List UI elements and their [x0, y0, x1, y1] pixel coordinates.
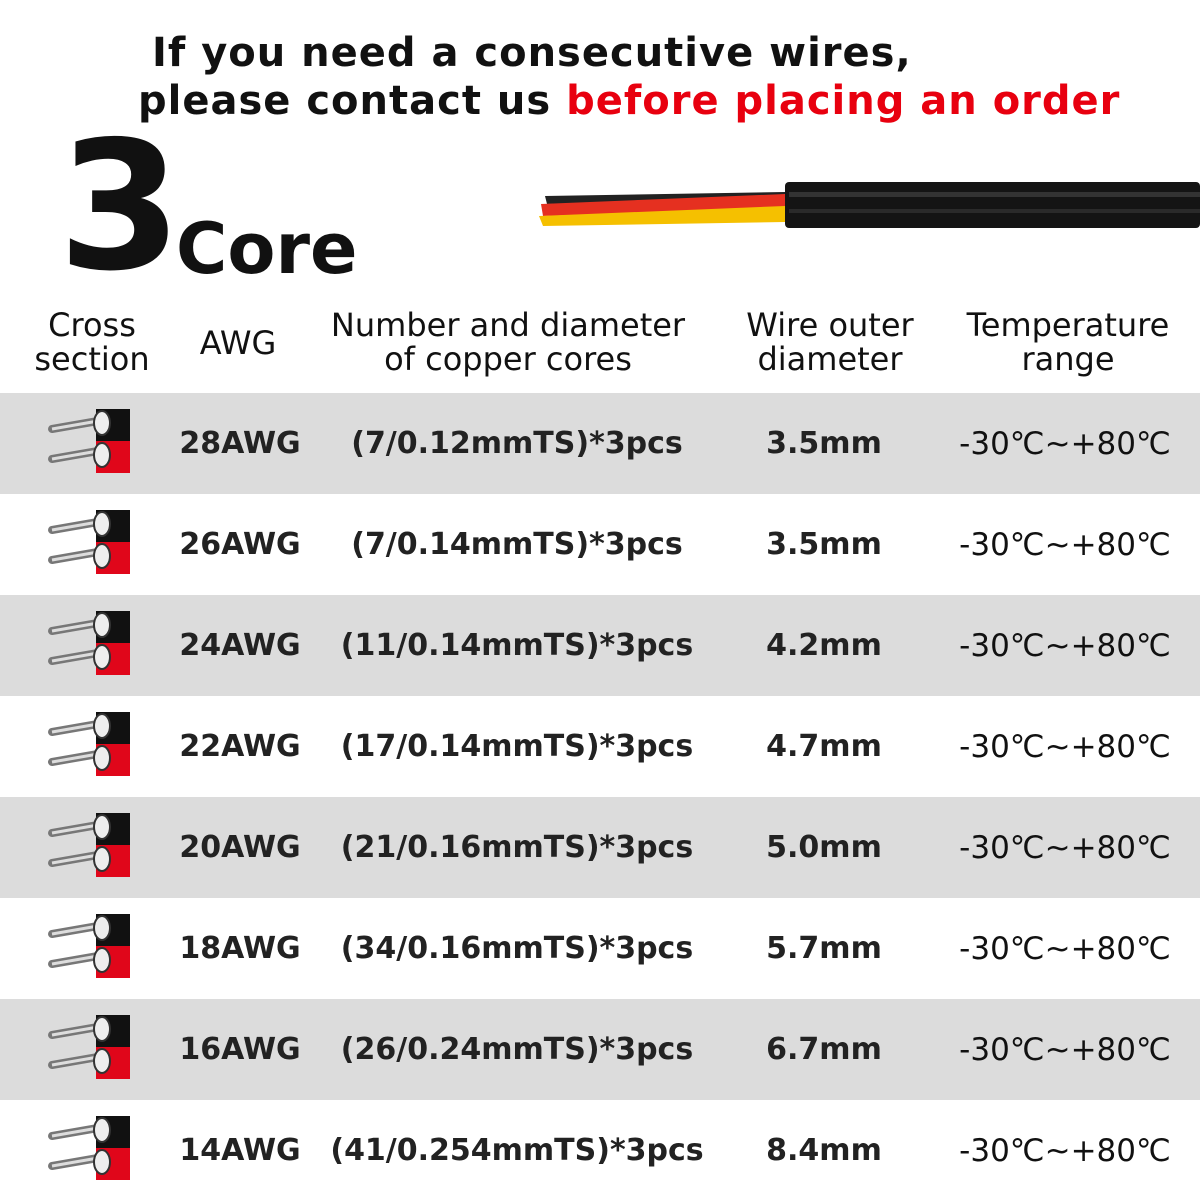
banner-text: please contact us	[138, 78, 567, 124]
cell-cores: (7/0.14mmTS)*3pcs	[351, 527, 683, 562]
table-row: 28AWG (7/0.12mmTS)*3pcs 3.5mm -30℃~+80℃	[0, 393, 1200, 494]
cell-awg: 16AWG	[179, 1032, 301, 1067]
cell-diameter: 5.0mm	[766, 830, 882, 865]
banner-highlight: before placing an order	[566, 78, 1121, 124]
header-line: AWG	[199, 324, 277, 362]
header-awg: AWG	[200, 326, 277, 360]
cell-temp: -30℃~+80℃	[959, 1132, 1171, 1169]
banner-line-2: please contact us before placing an orde…	[138, 78, 1120, 124]
wire-cross-section-icon	[44, 710, 134, 784]
cell-cores: (34/0.16mmTS)*3pcs	[340, 931, 694, 966]
cell-diameter: 6.7mm	[766, 1032, 882, 1067]
cell-temp: -30℃~+80℃	[959, 627, 1171, 664]
cell-awg: 22AWG	[179, 729, 301, 764]
header-line: range	[1021, 340, 1115, 378]
cell-cores: (26/0.24mmTS)*3pcs	[340, 1032, 694, 1067]
cell-temp: -30℃~+80℃	[959, 1031, 1171, 1068]
cell-awg: 24AWG	[179, 628, 301, 663]
table-row: 14AWG (41/0.254mmTS)*3pcs 8.4mm -30℃~+80℃	[0, 1100, 1200, 1201]
cell-cores: (21/0.16mmTS)*3pcs	[340, 830, 694, 865]
wire-cross-section-icon	[44, 811, 134, 885]
header-line: Cross	[48, 306, 136, 344]
cell-diameter: 4.2mm	[766, 628, 882, 663]
header-line: Wire outer	[746, 306, 914, 344]
table-row: 24AWG (11/0.14mmTS)*3pcs 4.2mm -30℃~+80℃	[0, 595, 1200, 696]
cell-temp: -30℃~+80℃	[959, 425, 1171, 462]
wire-cross-section-icon	[44, 912, 134, 986]
cell-temp: -30℃~+80℃	[959, 829, 1171, 866]
wire-cross-section-icon	[44, 407, 134, 481]
wire-cross-section-icon	[44, 609, 134, 683]
cell-temp: -30℃~+80℃	[959, 728, 1171, 765]
core-count: 3	[58, 103, 182, 310]
table-row: 18AWG (34/0.16mmTS)*3pcs 5.7mm -30℃~+80℃	[0, 898, 1200, 999]
cell-diameter: 3.5mm	[766, 426, 882, 461]
table-row: 20AWG (21/0.16mmTS)*3pcs 5.0mm -30℃~+80℃	[0, 797, 1200, 898]
cell-awg: 14AWG	[179, 1133, 301, 1168]
cell-cores: (17/0.14mmTS)*3pcs	[340, 729, 694, 764]
header-temperature: Temperature range	[967, 308, 1170, 376]
cell-awg: 28AWG	[179, 426, 301, 461]
wire-cross-section-icon	[44, 1114, 134, 1188]
table-row: 26AWG (7/0.14mmTS)*3pcs 3.5mm -30℃~+80℃	[0, 494, 1200, 595]
wire-cross-section-icon	[44, 508, 134, 582]
cell-diameter: 8.4mm	[766, 1133, 882, 1168]
cell-awg: 26AWG	[179, 527, 301, 562]
table-row: 22AWG (17/0.14mmTS)*3pcs 4.7mm -30℃~+80℃	[0, 696, 1200, 797]
cell-awg: 20AWG	[179, 830, 301, 865]
cell-diameter: 4.7mm	[766, 729, 882, 764]
cell-cores: (11/0.14mmTS)*3pcs	[340, 628, 694, 663]
table-row: 16AWG (26/0.24mmTS)*3pcs 6.7mm -30℃~+80℃	[0, 999, 1200, 1100]
cable-image	[539, 182, 1200, 228]
header-line: section	[34, 340, 150, 378]
header-line: of copper cores	[384, 340, 632, 378]
cell-diameter: 5.7mm	[766, 931, 882, 966]
header-cross-section: Cross section	[34, 308, 149, 376]
header-line: Number and diameter	[330, 306, 686, 344]
cell-diameter: 3.5mm	[766, 527, 882, 562]
header-line: diameter	[757, 340, 903, 378]
header-line: Temperature	[966, 306, 1170, 344]
wire-cross-section-icon	[44, 1013, 134, 1087]
core-label: Core	[176, 208, 358, 290]
header-cores: Number and diameter of copper cores	[331, 308, 685, 376]
cell-temp: -30℃~+80℃	[959, 930, 1171, 967]
cell-cores: (7/0.12mmTS)*3pcs	[351, 426, 683, 461]
header-outer-diameter: Wire outer diameter	[746, 308, 913, 376]
cell-awg: 18AWG	[179, 931, 301, 966]
cell-cores: (41/0.254mmTS)*3pcs	[330, 1133, 704, 1168]
cell-temp: -30℃~+80℃	[959, 526, 1171, 563]
banner-line-1: If you need a consecutive wires,	[152, 30, 912, 76]
